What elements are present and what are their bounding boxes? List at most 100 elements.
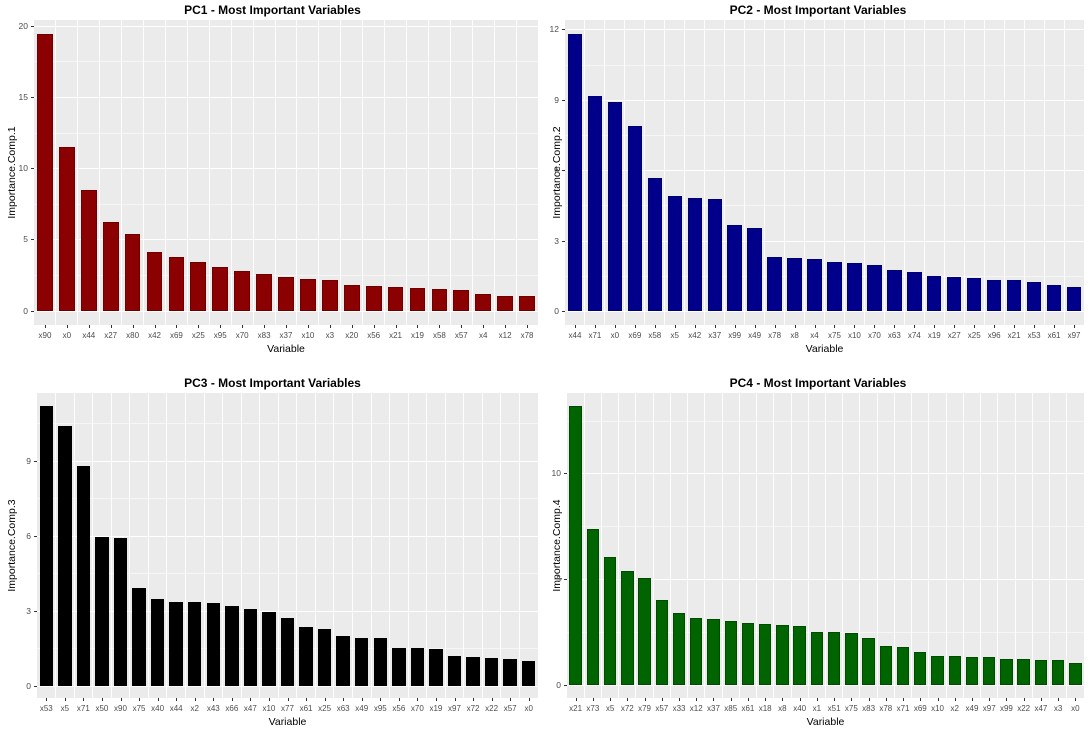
vertical-gridline xyxy=(664,20,666,325)
bar-x10 xyxy=(847,262,862,311)
vertical-gridline xyxy=(362,20,364,325)
y-tick-mark xyxy=(564,685,567,687)
x-tick-mark xyxy=(395,325,397,328)
vertical-gridline xyxy=(463,393,465,698)
bar-x37 xyxy=(278,276,294,311)
bar-x97 xyxy=(447,655,462,686)
vertical-gridline xyxy=(687,393,689,698)
vertical-gridline xyxy=(296,393,298,698)
chart-title-pc1: PC1 - Most Important Variables xyxy=(184,3,361,17)
x-tick-label: x2 xyxy=(190,704,199,713)
x-tick-mark xyxy=(417,698,419,701)
x-tick-mark xyxy=(213,698,215,701)
x-tick-mark xyxy=(713,698,715,701)
bar-x97 xyxy=(983,656,996,686)
chart-panel-pc3: PC3 - Most Important Variables Importanc… xyxy=(0,373,545,746)
x-tick-label: x5 xyxy=(60,704,70,713)
x-tick-label: x37 xyxy=(707,704,720,713)
x-tick-label: x99 xyxy=(728,331,742,340)
x-tick-label: x8 xyxy=(790,331,799,340)
bar-x0 xyxy=(58,146,75,311)
x-tick-label: x2 xyxy=(950,704,959,713)
y-tick-label: 10 xyxy=(551,468,561,479)
x-tick-mark xyxy=(373,325,375,328)
vertical-gridline xyxy=(583,393,585,698)
y-tick-label: 6 xyxy=(554,165,559,176)
x-tick-label: x75 xyxy=(132,704,146,713)
bar-x25 xyxy=(317,629,332,686)
bar-x56 xyxy=(392,648,406,686)
y-tick-mark xyxy=(34,535,37,537)
vertical-gridline xyxy=(166,393,168,698)
x-tick-mark xyxy=(46,698,48,701)
x-tick-label: x71 xyxy=(76,704,90,713)
x-tick-mark xyxy=(380,698,382,701)
x-tick-mark xyxy=(920,698,922,701)
x-tick-mark xyxy=(139,698,141,701)
bar-x53 xyxy=(1026,281,1042,311)
x-tick-mark xyxy=(194,698,196,701)
x-tick-label: x49 xyxy=(965,704,979,713)
x-tick-label: x70 xyxy=(410,704,424,713)
x-tick-label: x40 xyxy=(793,704,807,713)
x-tick-mark xyxy=(439,325,441,328)
x-axis-label-pc3: Variable xyxy=(268,716,307,728)
vertical-gridline xyxy=(481,393,483,698)
x-tick-mark xyxy=(765,698,767,701)
chart-panel-pc4: PC4 - Most Important Variables Importanc… xyxy=(545,373,1091,746)
x-tick-mark xyxy=(343,698,345,701)
x-tick-mark xyxy=(176,698,178,701)
y-tick-label: 3 xyxy=(26,605,31,616)
bar-x3 xyxy=(321,280,338,311)
minor-gridline xyxy=(34,203,538,205)
bar-x63 xyxy=(887,269,902,311)
bar-x70 xyxy=(867,265,882,311)
x-tick-mark xyxy=(1075,698,1077,701)
x-tick-mark xyxy=(157,698,159,701)
bar-x56 xyxy=(365,285,382,311)
major-gridline xyxy=(37,685,538,687)
bar-x71 xyxy=(76,465,91,686)
vertical-gridline xyxy=(274,20,276,325)
x-tick-label: x44 xyxy=(169,704,183,713)
x-tick-mark xyxy=(66,325,68,328)
x-tick-mark xyxy=(814,325,816,328)
vertical-gridline xyxy=(351,393,353,698)
x-tick-label: x1 xyxy=(812,704,822,713)
bar-x49 xyxy=(965,656,979,686)
bar-x72 xyxy=(466,656,480,686)
x-tick-mark xyxy=(120,698,122,701)
vertical-gridline xyxy=(1083,393,1085,698)
major-gridline xyxy=(34,239,538,241)
bar-x19 xyxy=(429,649,443,686)
x-axis-label-pc1: Variable xyxy=(267,343,305,355)
bar-x53 xyxy=(39,405,53,686)
x-tick-mark xyxy=(574,325,576,328)
x-tick-label: x42 xyxy=(688,331,702,340)
bar-x90 xyxy=(37,34,53,311)
x-tick-label: x47 xyxy=(243,704,257,713)
bar-x0 xyxy=(607,102,623,311)
x-tick-label: x5 xyxy=(670,331,680,340)
y-tick-mark xyxy=(34,685,37,687)
y-tick-label: 5 xyxy=(556,574,561,585)
vertical-gridline xyxy=(773,393,775,698)
bar-x40 xyxy=(793,625,806,686)
x-tick-label: x96 xyxy=(987,331,1001,340)
x-tick-label: x80 xyxy=(126,331,140,340)
y-tick-label: 0 xyxy=(26,680,31,691)
bar-x96 xyxy=(986,280,1002,311)
x-tick-mark xyxy=(868,698,870,701)
bar-x75 xyxy=(132,588,146,686)
x-tick-mark xyxy=(627,698,629,701)
bar-x71 xyxy=(896,647,910,686)
y-tick-mark xyxy=(31,96,34,98)
x-tick-mark xyxy=(1058,698,1060,701)
x-tick-label: x53 xyxy=(1027,331,1041,340)
x-tick-label: x21 xyxy=(1007,331,1021,340)
x-tick-mark xyxy=(435,698,437,701)
vertical-gridline xyxy=(406,20,408,325)
bar-x12 xyxy=(690,617,703,686)
x-tick-mark xyxy=(754,325,756,328)
x-tick-label: x58 xyxy=(648,331,662,340)
